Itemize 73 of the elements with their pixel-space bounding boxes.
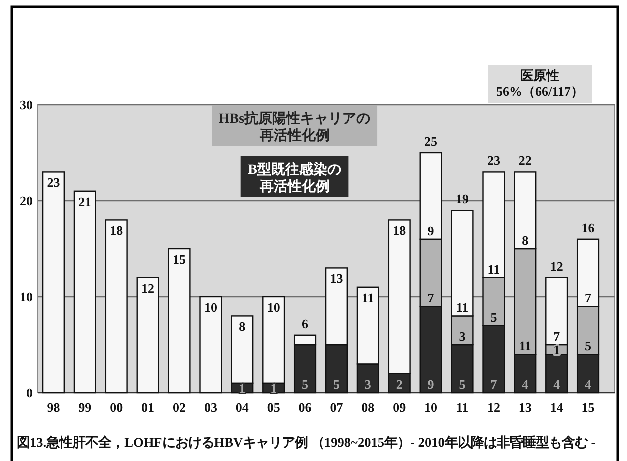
x-tick-label: 07 [330, 400, 344, 415]
data-label: 4 [585, 377, 592, 392]
x-tick-label: 14 [550, 400, 564, 415]
total-label: 23 [47, 175, 61, 190]
total-label: 12 [142, 280, 155, 296]
data-label: 11 [488, 262, 500, 277]
x-tick-label: 06 [298, 400, 312, 415]
x-tick-label: 99 [78, 400, 92, 415]
data-label: 4 [554, 377, 561, 392]
data-label: 9 [428, 377, 435, 392]
bar [42, 172, 66, 394]
data-label: 7 [585, 290, 592, 306]
total-label: 18 [110, 223, 124, 238]
total-label: 10 [204, 300, 218, 315]
y-tick-label: 30 [20, 98, 33, 113]
data-label: 5 [459, 377, 466, 392]
bar [136, 277, 160, 394]
text: 医原性 56%（66/117） [496, 68, 584, 99]
x-tick-label: 98 [47, 400, 61, 415]
data-label: 11 [519, 338, 532, 354]
x-tick-label: 11 [456, 400, 469, 415]
data-label: 8 [522, 233, 530, 248]
x-tick-label: 02 [173, 400, 186, 415]
data-label: 3 [364, 377, 372, 392]
data-label: 7 [554, 329, 561, 344]
y-tick-label: 20 [20, 194, 33, 209]
x-tick-label: 13 [518, 400, 532, 415]
data-label: 4 [522, 377, 530, 392]
total-label: 11 [362, 290, 374, 306]
data-label: 5 [490, 310, 498, 325]
total-label: 25 [424, 134, 438, 149]
data-label: 11 [456, 300, 469, 316]
total-label: 15 [173, 252, 186, 267]
x-tick-label: 12 [487, 400, 500, 415]
text: HBs抗原陽性キャリアの再活性化例 [218, 111, 371, 144]
total-label: 19 [456, 192, 470, 207]
y-tick-label: 10 [20, 290, 33, 305]
bar [105, 220, 128, 394]
x-tick-label: 00 [110, 400, 124, 415]
total-label: 12 [550, 258, 564, 274]
data-label: 5 [302, 377, 310, 392]
bar [168, 248, 191, 394]
y-tick-label: 0 [26, 386, 33, 401]
data-label: 1 [239, 380, 246, 396]
total-label: 8 [239, 319, 246, 334]
text: 図13.急性肝不全，LOHFにおけるHBVキャリア例 （1998~2015年）- 2010年以降は非昏睡型も含む - [17, 435, 596, 450]
total-label: 10 [267, 300, 280, 315]
total-label: 13 [330, 271, 344, 286]
data-label: 2 [396, 377, 403, 392]
total-label: 21 [78, 194, 92, 210]
x-tick-label: 04 [236, 400, 250, 415]
total-label: 6 [302, 316, 310, 332]
total-label: 22 [518, 153, 532, 168]
data-label: 7 [490, 377, 498, 392]
bar [74, 190, 96, 394]
data-label: 5 [585, 338, 592, 354]
x-tick-label: 03 [204, 400, 218, 415]
data-label: 3 [459, 329, 466, 344]
x-tick-label: 10 [424, 400, 438, 415]
data-label: 1 [270, 380, 278, 396]
text: B型既往感染の再活性化例 [248, 161, 342, 195]
total-label: 18 [393, 223, 407, 238]
x-tick-label: 05 [267, 400, 281, 415]
x-tick-label: 09 [393, 400, 407, 415]
bar [200, 296, 222, 394]
x-tick-label: 08 [362, 400, 376, 415]
total-label: 16 [582, 220, 596, 236]
total-label: 23 [487, 153, 501, 168]
data-label: 9 [428, 223, 435, 238]
data-label: 5 [333, 377, 340, 392]
data-label: 7 [428, 290, 435, 306]
x-tick-label: 15 [582, 400, 596, 415]
x-tick-label: 01 [142, 400, 155, 415]
